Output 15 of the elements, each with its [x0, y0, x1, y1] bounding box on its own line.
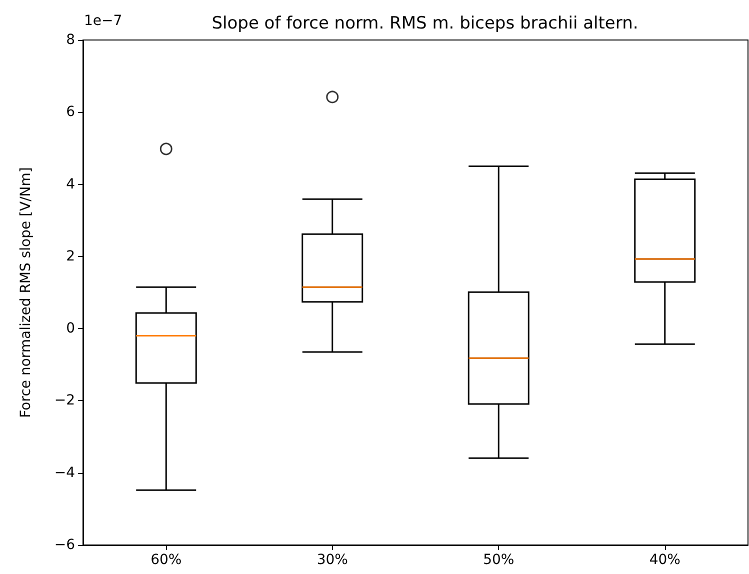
y-tick-label: 4	[66, 176, 76, 192]
chart-title: Slope of force norm. RMS m. biceps brachii altern.	[212, 14, 638, 34]
x-tick-label: 40%	[649, 552, 680, 568]
y-tick-label: 0	[66, 320, 75, 337]
y-tick-label: 2	[66, 248, 75, 264]
y-axis-title: Force normalized RMS slope [V/Nm]	[18, 167, 34, 418]
y-tick-label: 6	[66, 104, 76, 120]
x-tick-label: 30%	[316, 552, 348, 568]
y-tick-label: −2	[54, 392, 75, 409]
x-tick-label: 50%	[483, 552, 514, 568]
y-tick-label: 8	[66, 32, 75, 48]
x-tick-label: 60%	[150, 552, 182, 568]
y-tick-label: −4	[54, 464, 76, 481]
y-tick-label: −6	[54, 537, 76, 553]
text: 1e−7	[84, 13, 122, 29]
